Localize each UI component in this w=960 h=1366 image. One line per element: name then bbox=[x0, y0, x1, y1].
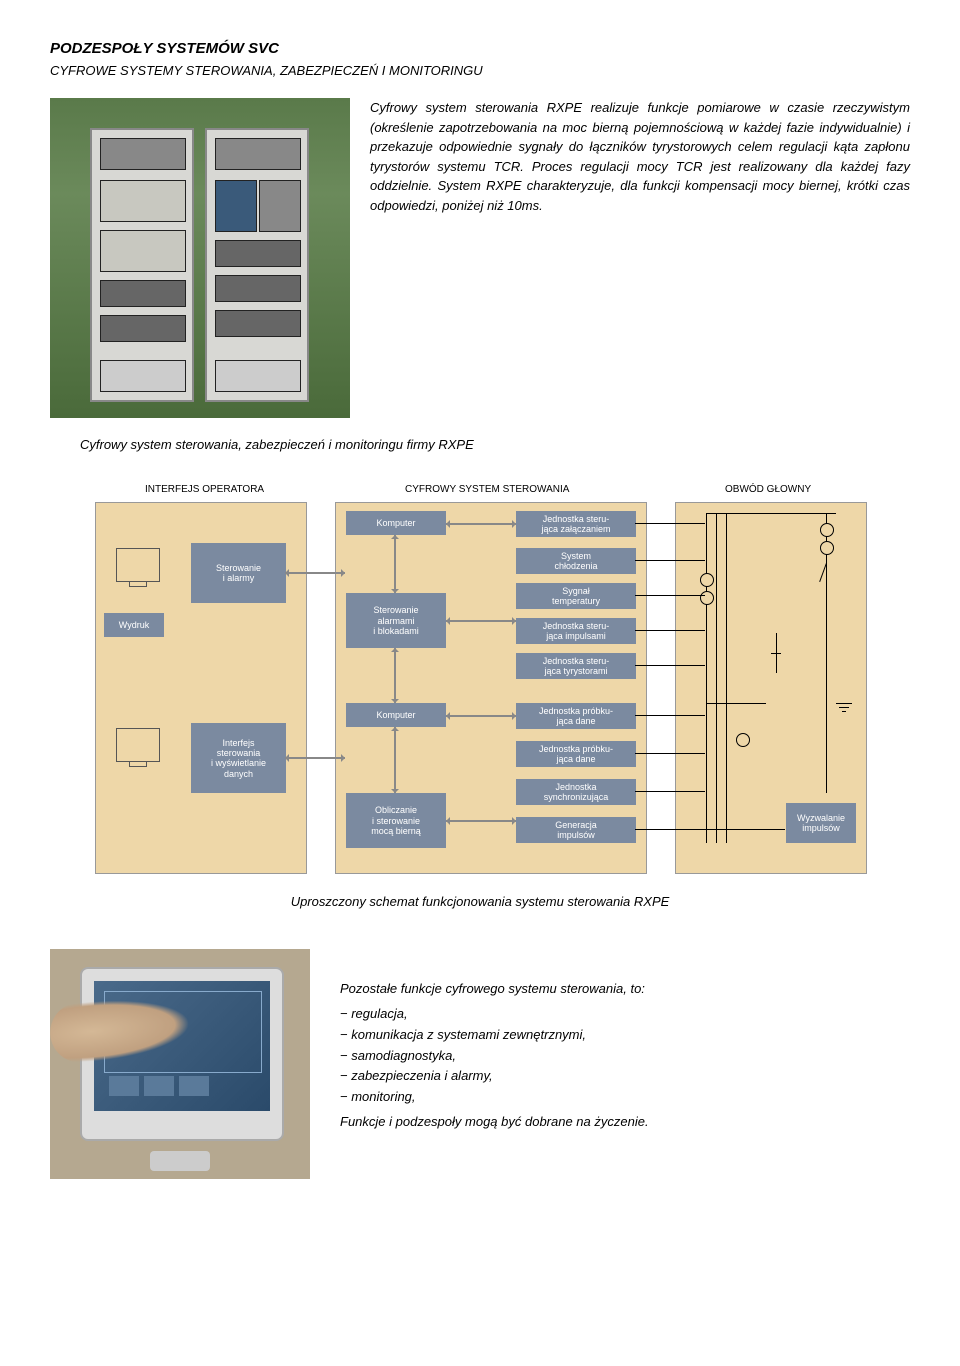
box-obliczanie: Obliczaniei sterowaniemocą bierną bbox=[346, 793, 446, 848]
col-title-mid: CYFROWY SYSTEM STEROWANIA bbox=[405, 484, 569, 495]
functions-outro: Funkcje i podzespoły mogą być dobrane na… bbox=[340, 1112, 649, 1133]
col-title-right: OBWÓD GŁOWNY bbox=[725, 484, 811, 495]
box-wydruk: Wydruk bbox=[104, 613, 164, 637]
box-jed-sync: Jednostkasynchronizująca bbox=[516, 779, 636, 805]
description-text: Cyfrowy system sterowania RXPE realizuje… bbox=[370, 98, 910, 418]
crt-monitor-photo bbox=[50, 949, 310, 1179]
box-ster-alarm-blok: Sterowaniealarmamii blokadami bbox=[346, 593, 446, 648]
functions-intro: Pozostałe funkcje cyfrowego systemu ster… bbox=[340, 979, 649, 1000]
box-jed-tyrystorami: Jednostka steru-jąca tyrystorami bbox=[516, 653, 636, 679]
list-item: monitoring, bbox=[340, 1087, 649, 1108]
cabinets-caption: Cyfrowy system sterowania, zabezpieczeń … bbox=[80, 436, 910, 454]
list-item: samodiagnostyka, bbox=[340, 1046, 649, 1067]
top-row: Cyfrowy system sterowania RXPE realizuje… bbox=[50, 98, 910, 418]
left-panel: Sterowaniei alarmy Wydruk Interfejsstero… bbox=[95, 502, 307, 874]
box-jed-impulsami: Jednostka steru-jąca impulsami bbox=[516, 618, 636, 644]
monitor-icon bbox=[116, 548, 160, 582]
page-subtitle: CYFROWE SYSTEMY STEROWANIA, ZABEZPIECZEŃ… bbox=[50, 63, 910, 78]
box-system-chlodzenia: Systemchłodzenia bbox=[516, 548, 636, 574]
list-item: regulacja, bbox=[340, 1004, 649, 1025]
monitor-icon-2 bbox=[116, 728, 160, 762]
box-jed-prob-2: Jednostka próbku-jąca dane bbox=[516, 741, 636, 767]
list-item: zabezpieczenia i alarmy, bbox=[340, 1066, 649, 1087]
col-title-left: INTERFEJS OPERATORA bbox=[145, 484, 264, 495]
box-interfejs: Interfejssterowaniai wyświetlaniedanych bbox=[191, 723, 286, 793]
control-diagram: INTERFEJS OPERATORA CYFROWY SYSTEM STERO… bbox=[85, 484, 875, 884]
cabinets-photo bbox=[50, 98, 350, 418]
box-generacja-imp: Generacjaimpulsów bbox=[516, 817, 636, 843]
box-sterowanie-alarmy: Sterowaniei alarmy bbox=[191, 543, 286, 603]
box-sygnal-temp: Sygnałtemperatury bbox=[516, 583, 636, 609]
diagram-caption: Uproszczony schemat funkcjonowania syste… bbox=[50, 894, 910, 909]
bottom-row: Pozostałe funkcje cyfrowego systemu ster… bbox=[50, 949, 910, 1179]
mid-panel: Komputer Sterowaniealarmamii blokadami K… bbox=[335, 502, 647, 874]
box-wyzwalanie: Wyzwalanieimpulsów bbox=[786, 803, 856, 843]
page-title: PODZESPOŁY SYSTEMÓW SVC bbox=[50, 40, 910, 57]
box-jed-prob-1: Jednostka próbku-jąca dane bbox=[516, 703, 636, 729]
right-panel: Wyzwalanieimpulsów bbox=[675, 502, 867, 874]
functions-list: regulacja, komunikacja z systemami zewnę… bbox=[340, 1004, 649, 1108]
list-item: komunikacja z systemami zewnętrznymi, bbox=[340, 1025, 649, 1046]
functions-block: Pozostałe funkcje cyfrowego systemu ster… bbox=[340, 949, 649, 1133]
box-jed-zalaczaniem: Jednostka steru-jąca załączaniem bbox=[516, 511, 636, 537]
